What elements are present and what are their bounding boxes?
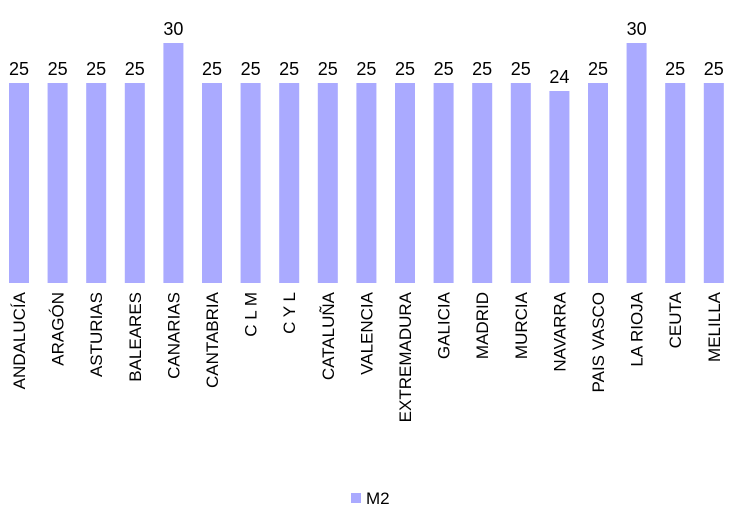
value-label-16: 30 bbox=[627, 19, 647, 39]
bar-10 bbox=[395, 83, 415, 283]
value-label-8: 25 bbox=[318, 59, 338, 79]
value-label-1: 25 bbox=[48, 59, 68, 79]
x-tick-label-15: PAIS VASCO bbox=[589, 292, 608, 392]
x-tick-label-14: NAVARRA bbox=[550, 291, 569, 371]
x-tick-label-13: MURCIA bbox=[512, 291, 531, 359]
x-tick-label-12: MADRID bbox=[473, 292, 492, 359]
x-tick-label-4: CANARIAS bbox=[164, 292, 183, 379]
value-label-15: 25 bbox=[588, 59, 608, 79]
value-label-7: 25 bbox=[279, 59, 299, 79]
value-label-10: 25 bbox=[395, 59, 415, 79]
bar-12 bbox=[472, 83, 493, 283]
value-label-14: 24 bbox=[549, 67, 569, 87]
bar-14 bbox=[549, 91, 570, 283]
bar-7 bbox=[279, 83, 300, 283]
bar-9 bbox=[356, 83, 377, 283]
x-tick-label-7: C Y L bbox=[280, 292, 299, 334]
bar-18 bbox=[703, 83, 724, 283]
x-tick-label-11: GALICIA bbox=[435, 291, 454, 359]
x-tick-label-0: ANDALUCÍA bbox=[10, 291, 29, 389]
value-label-5: 25 bbox=[202, 59, 222, 79]
legend-swatch-m2 bbox=[351, 493, 361, 503]
value-label-13: 25 bbox=[511, 59, 531, 79]
bar-16 bbox=[626, 43, 647, 283]
x-tick-label-9: VALENCIA bbox=[357, 291, 376, 374]
x-tick-label-16: LA RIOJA bbox=[628, 291, 647, 366]
bar-8 bbox=[317, 83, 338, 283]
value-label-0: 25 bbox=[9, 59, 29, 79]
bar-0 bbox=[9, 83, 29, 283]
value-label-17: 25 bbox=[665, 59, 685, 79]
bar-3 bbox=[124, 83, 145, 283]
x-tick-label-2: ASTURIAS bbox=[87, 292, 106, 377]
x-tick-label-18: MELILLA bbox=[705, 291, 724, 362]
bar-15 bbox=[588, 83, 608, 283]
value-label-11: 25 bbox=[434, 59, 454, 79]
x-tick-label-8: CATALUÑA bbox=[319, 291, 338, 380]
value-label-18: 25 bbox=[704, 59, 724, 79]
x-tick-label-17: CEUTA bbox=[666, 291, 685, 348]
legend: M2 bbox=[351, 489, 390, 508]
bars-layer bbox=[9, 43, 724, 283]
value-label-3: 25 bbox=[125, 59, 145, 79]
x-tick-labels: ANDALUCÍA ARAGÓN ASTURIAS BALEARES CANARIAS C… bbox=[10, 291, 724, 422]
value-label-9: 25 bbox=[356, 59, 376, 79]
bar-5 bbox=[202, 83, 222, 283]
bar-17 bbox=[665, 83, 686, 283]
bar-4 bbox=[163, 43, 184, 283]
value-label-12: 25 bbox=[472, 59, 492, 79]
value-label-2: 25 bbox=[86, 59, 106, 79]
bar-6 bbox=[240, 83, 261, 283]
legend-label-m2: M2 bbox=[366, 489, 390, 508]
value-label-4: 30 bbox=[163, 19, 183, 39]
x-tick-label-3: BALEARES bbox=[126, 292, 145, 382]
bar-11 bbox=[433, 83, 454, 283]
bar-1 bbox=[47, 83, 68, 283]
bar-2 bbox=[86, 83, 107, 283]
x-tick-label-5: CANTABRIA bbox=[203, 291, 222, 388]
value-label-6: 25 bbox=[241, 59, 261, 79]
bar-13 bbox=[510, 83, 531, 283]
x-tick-label-6: C L M bbox=[242, 292, 261, 337]
value-labels-layer: 25 25 25 25 30 25 25 25 25 25 25 25 25 25 24 25 30 25 25 bbox=[9, 19, 724, 87]
x-tick-label-10: EXTREMADURA bbox=[396, 291, 415, 422]
x-tick-label-1: ARAGÓN bbox=[49, 292, 68, 366]
